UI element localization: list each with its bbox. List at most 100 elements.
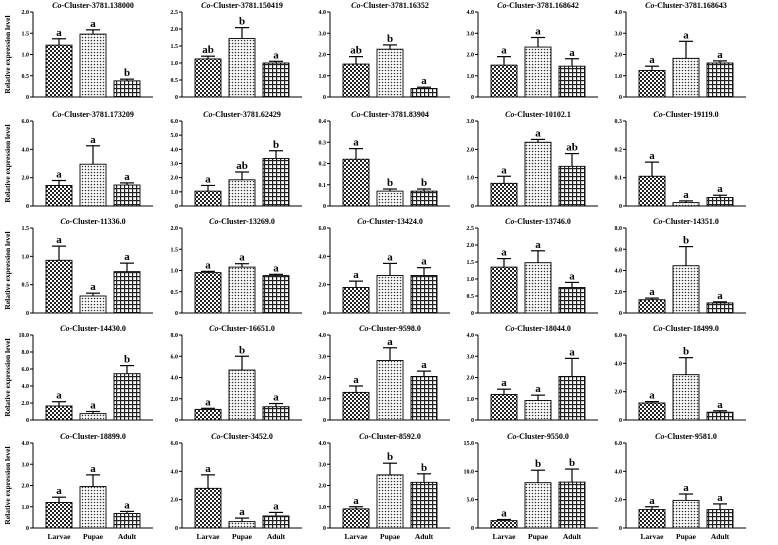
- bar: [113, 271, 141, 314]
- y-tick-label: 2.0: [615, 498, 623, 504]
- y-tick-label: 1.5: [22, 31, 30, 37]
- x-category-label: Larvae: [48, 532, 72, 541]
- y-tick-label: 0: [175, 204, 178, 210]
- chart-panel: Co-Cluster-18899.0 0 1.0 2.0 3.0 4.0 a a a: [22, 432, 153, 532]
- significance-letter: a: [717, 290, 723, 302]
- significance-letter: a: [535, 127, 541, 139]
- y-tick-label: 0.5: [171, 78, 179, 84]
- panel-title: Co-Cluster-3781.150419: [201, 1, 283, 10]
- panel-title-suffix: -Cluster-14430.0: [69, 324, 125, 333]
- bar: [228, 38, 256, 98]
- significance-letter: a: [273, 49, 279, 61]
- panel-title-suffix: -Cluster-3781.62429: [212, 110, 280, 119]
- y-tick-label: 2.0: [467, 53, 475, 59]
- y-tick-label: 1.0: [22, 505, 30, 511]
- y-tick-label: 1.0: [467, 397, 475, 403]
- chart-panel: Co-Cluster-3781.168643 0 1.0 2.0 3.0 4.0 a a a: [615, 1, 746, 101]
- significance-letter: a: [501, 377, 507, 389]
- bar: [262, 275, 290, 314]
- y-tick-label: 1.5: [467, 260, 475, 266]
- panel-title-prefix: Co: [653, 324, 662, 333]
- y-tick-label: 4.0: [615, 469, 623, 475]
- bar: [638, 69, 666, 98]
- y-tick-label: 2.0: [22, 10, 30, 16]
- x-category-label: Larvae: [345, 532, 369, 541]
- bar: [79, 486, 107, 529]
- y-tick-label: 0: [619, 526, 622, 532]
- panel-grid: Co-Cluster-3781.13800000.51.01.52.0aabCo…: [19, 1, 746, 532]
- y-tick-label: 10.0: [19, 333, 30, 339]
- y-tick-label: 3.0: [22, 462, 30, 468]
- significance-letter: b: [421, 177, 427, 189]
- panel-title: Co-Cluster-3452.0: [211, 432, 273, 441]
- y-tick-label: 3.0: [467, 354, 475, 360]
- bar: [706, 411, 734, 421]
- significance-letter: b: [273, 139, 279, 151]
- y-tick-label: 0.5: [467, 294, 475, 300]
- bar: [228, 266, 256, 314]
- panel-title-suffix: -Cluster-18044.0: [514, 324, 570, 333]
- significance-letter: ab: [236, 160, 248, 172]
- y-tick-label: 1.0: [171, 61, 179, 67]
- y-tick-label: 3.0: [171, 162, 179, 168]
- bar: [79, 413, 107, 421]
- panel-title-suffix: -Cluster-13746.0: [514, 217, 570, 226]
- bar: [262, 62, 290, 98]
- y-tick-label: 2.0: [467, 147, 475, 153]
- panel-title: Co-Cluster-8592.0: [359, 432, 421, 441]
- bar: [410, 375, 438, 421]
- significance-letter: a: [205, 396, 211, 408]
- chart-panel: Co-Cluster-3781.15041900.51.01.52.02.5ab…: [171, 1, 302, 101]
- significance-letter: b: [421, 462, 427, 474]
- significance-letter: a: [649, 54, 655, 66]
- chart-panel: Co-Cluster-3781.173209 0 2.0 4.0 6.0 a a a: [22, 110, 153, 210]
- y-tick-label: 0: [26, 311, 29, 317]
- significance-letter: a: [717, 183, 723, 195]
- bar: [194, 58, 222, 98]
- significance-letter: a: [124, 251, 130, 263]
- significance-letter: a: [273, 392, 279, 404]
- y-tick-label: 0: [471, 311, 474, 317]
- bar: [672, 499, 700, 529]
- bar: [194, 190, 222, 207]
- significance-letter: b: [387, 177, 393, 189]
- bar: [113, 373, 141, 421]
- panel-title-suffix: -Cluster-3781.138000: [61, 1, 133, 10]
- panel-title-suffix: -Cluster-9550.0: [516, 432, 568, 441]
- significance-letter: a: [421, 359, 427, 371]
- significance-letter: a: [90, 134, 96, 146]
- panel-title-prefix: Co: [505, 110, 514, 119]
- significance-letter: a: [421, 75, 427, 87]
- y-tick-label: 0: [175, 95, 178, 101]
- y-tick-label: 3.0: [467, 31, 475, 37]
- significance-letter: a: [205, 173, 211, 185]
- significance-letter: a: [501, 45, 507, 57]
- y-tick-label: 6.0: [171, 354, 179, 360]
- bar: [45, 405, 73, 421]
- y-tick-label: 0: [471, 526, 474, 532]
- y-tick-label: 0: [323, 204, 326, 210]
- significance-letter: a: [353, 374, 359, 386]
- significance-letter: a: [649, 150, 655, 162]
- y-tick-label: 6.0: [615, 247, 623, 253]
- panel-title: Co-Cluster-3781.83904: [351, 110, 429, 119]
- bar: [558, 481, 586, 529]
- y-tick-label: 0.2: [319, 162, 327, 168]
- bar: [45, 259, 73, 314]
- panel-title-suffix: -Cluster-3781.150419: [210, 1, 282, 10]
- significance-letter: a: [569, 270, 575, 282]
- bar: [638, 175, 666, 207]
- x-category-label: Pupae: [380, 532, 401, 541]
- x-category-label: Larvae: [197, 532, 221, 541]
- y-tick-label: 0: [175, 526, 178, 532]
- panel-title: Co-Cluster-3781.168643: [645, 1, 727, 10]
- y-tick-label: 15.0: [464, 441, 475, 447]
- x-category-labels: Larvae Pupae Adult Larvae Pupae Adult Larvae Pu…: [48, 532, 730, 541]
- x-category-label: Adult: [563, 532, 582, 541]
- panel-title-suffix: -Cluster-18899.0: [69, 432, 125, 441]
- y-tick-label: 0: [175, 311, 178, 317]
- panel-title-prefix: Co: [201, 1, 210, 10]
- y-tick-label: 0.2: [615, 147, 623, 153]
- bar: [410, 481, 438, 529]
- significance-letter: b: [683, 235, 689, 247]
